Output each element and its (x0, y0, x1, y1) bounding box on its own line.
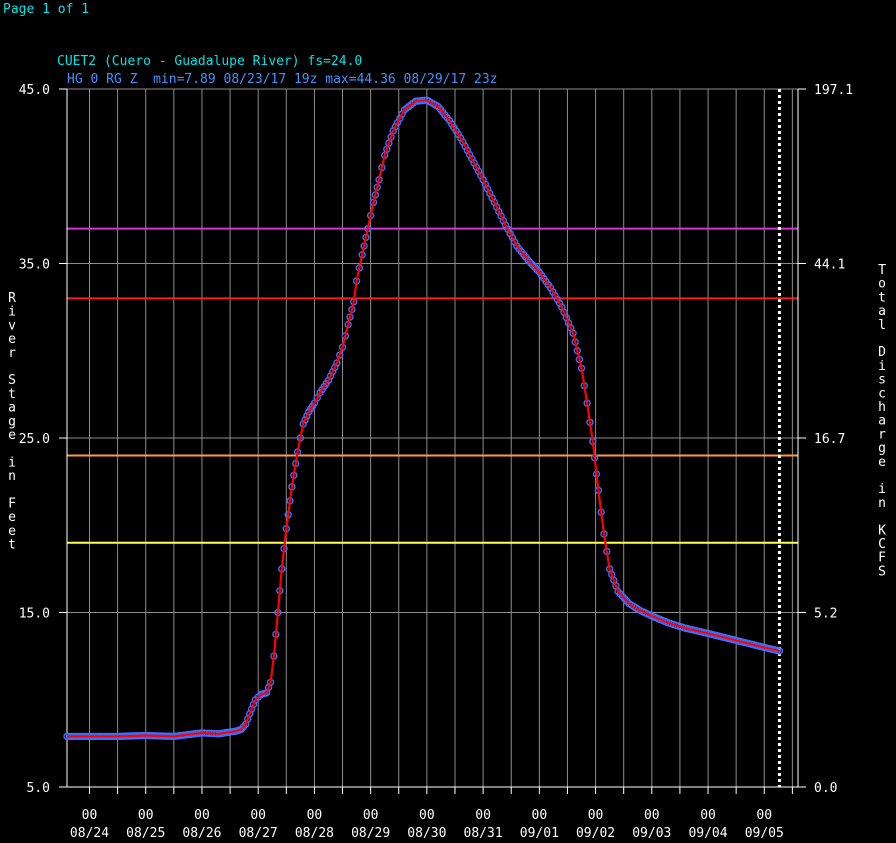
data-point (301, 416, 309, 424)
x-tick-date-label: 08/26 (182, 826, 221, 841)
y2-tick-label: 44.1 (814, 258, 845, 273)
x-tick-date-label: 08/29 (351, 826, 390, 841)
y-tick-label: 35.0 (19, 258, 50, 273)
x-tick-date-label: 08/31 (464, 826, 503, 841)
y-tick-label: 5.0 (27, 781, 50, 796)
series-line (67, 99, 780, 738)
x-tick-hour-label: 00 (644, 808, 660, 823)
x-tick-hour-label: 00 (307, 808, 323, 823)
x-tick-hour-label: 00 (82, 808, 98, 823)
y-tick-label: 25.0 (19, 432, 50, 447)
x-tick-hour-label: 00 (588, 808, 604, 823)
y2-tick-label: 5.2 (814, 607, 837, 622)
x-tick-date-label: 09/02 (576, 826, 615, 841)
x-tick-date-label: 08/28 (295, 826, 334, 841)
data-point (303, 412, 311, 420)
axis-labels: 5.0 0.0 15.0 5.2 25.0 16.7 35.0 44.1 45.0 197.1 00… (8, 83, 886, 841)
x-tick-date-label: 09/01 (520, 826, 559, 841)
x-tick-hour-label: 00 (532, 808, 548, 823)
y2-tick-label: 197.1 (814, 83, 853, 98)
x-tick-date-label: 09/03 (632, 826, 671, 841)
page-label: Page 1 of 1 (3, 2, 90, 17)
y2-tick-label: 0.0 (814, 781, 837, 796)
x-tick-hour-label: 00 (363, 808, 379, 823)
chart-title: CUET2 (Cuero - Guadalupe River) fs=24.0 (57, 54, 363, 69)
plot-frame (59, 88, 806, 794)
x-tick-hour-label: 00 (250, 808, 266, 823)
x-tick-date-label: 09/04 (688, 826, 727, 841)
series-layer (63, 89, 784, 787)
x-tick-date-label: 09/05 (745, 826, 784, 841)
x-tick-hour-label: 00 (419, 808, 435, 823)
y2-tick-label: 16.7 (814, 432, 845, 447)
x-tick-hour-label: 00 (756, 808, 772, 823)
x-tick-hour-label: 00 (138, 808, 154, 823)
x-tick-hour-label: 00 (700, 808, 716, 823)
x-tick-date-label: 08/27 (239, 826, 278, 841)
chart-subtitle: HG 0 RG Z min=7.89 08/23/17 19z max=44.3… (67, 72, 498, 87)
flood-thresholds (67, 227, 798, 544)
y-tick-label: 15.0 (19, 607, 50, 622)
x-tick-hour-label: 00 (475, 808, 491, 823)
grid (67, 88, 798, 788)
x-tick-date-label: 08/24 (70, 826, 109, 841)
x-tick-date-label: 08/30 (407, 826, 446, 841)
x-tick-date-label: 08/25 (126, 826, 165, 841)
y-tick-label: 45.0 (19, 83, 50, 98)
x-tick-hour-label: 00 (194, 808, 210, 823)
